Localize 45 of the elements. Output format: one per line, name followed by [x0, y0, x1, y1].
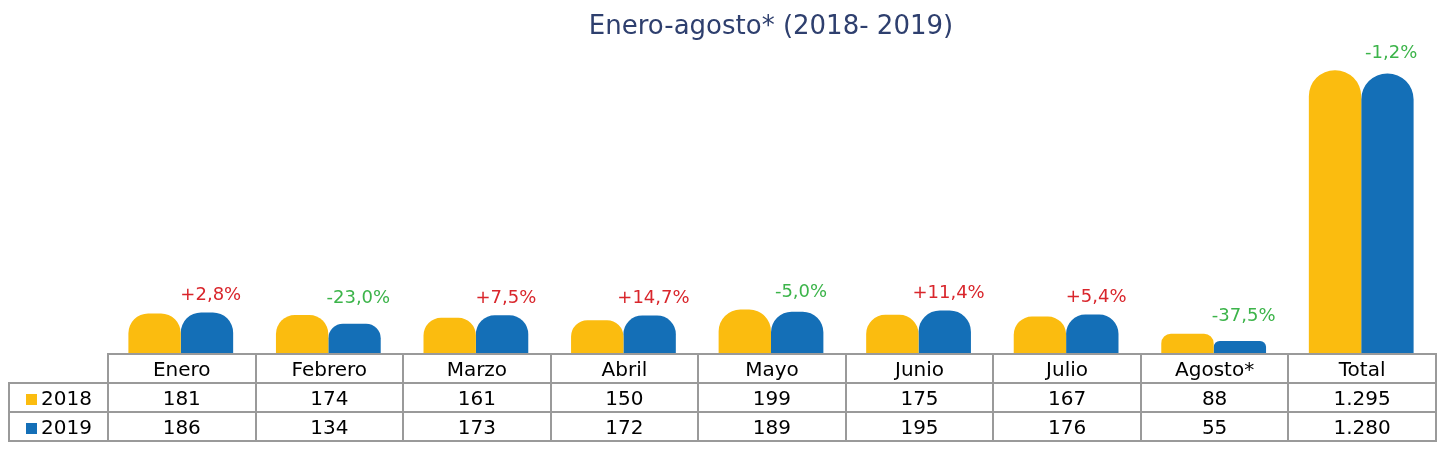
- data-label: 181: [108, 383, 256, 412]
- bar: [1213, 340, 1267, 353]
- bar: [1361, 73, 1414, 353]
- legend-label: 2018: [9, 383, 108, 412]
- x-tick-label: Agosto*: [1140, 354, 1289, 383]
- data-label: 189: [698, 412, 846, 441]
- legend-label: 2019: [9, 412, 108, 441]
- chart-title: Enero-agosto* (2018- 2019): [588, 10, 954, 41]
- data-label: 1.295: [1288, 383, 1436, 412]
- text: -1,2%: [1365, 40, 1418, 62]
- data-label: 1.280: [1288, 412, 1436, 441]
- annotation: +2,8%: [180, 283, 242, 305]
- data-label: 199: [698, 383, 846, 412]
- data-label: 55: [1140, 412, 1289, 441]
- bar: [1161, 333, 1214, 353]
- data-label: 174: [255, 383, 404, 412]
- annotation: +7,5%: [475, 285, 537, 307]
- data-label: 134: [255, 412, 404, 441]
- data-label: 175: [845, 383, 994, 412]
- annotation: -5,0%: [774, 280, 828, 302]
- data-label: 186: [108, 412, 256, 441]
- data-label: 150: [550, 383, 699, 412]
- data-label: 195: [845, 412, 994, 441]
- data-label: 167: [993, 383, 1141, 412]
- annotation: +5,4%: [1065, 285, 1127, 307]
- x-tick-label: Febrero: [255, 354, 404, 383]
- annotation: +11,4%: [912, 281, 985, 303]
- bar: [1308, 70, 1362, 353]
- bar: [571, 320, 624, 353]
- data-label: 173: [403, 412, 551, 441]
- x-tick-label: Abril: [550, 354, 699, 383]
- data-label: 161: [403, 383, 551, 412]
- data-label: 172: [550, 412, 699, 441]
- x-tick-label: Marzo: [403, 354, 551, 383]
- data-label: 176: [993, 412, 1141, 441]
- data-label: 88: [1140, 383, 1289, 412]
- annotation: +14,7%: [617, 286, 690, 308]
- x-tick-label: Junio: [845, 354, 994, 383]
- x-tick-label: Total: [1288, 354, 1436, 383]
- bar: [328, 323, 381, 353]
- x-tick-label: Enero: [108, 354, 256, 383]
- annotation: -23,0%: [326, 285, 391, 307]
- x-tick-label: Mayo: [698, 354, 846, 383]
- x-tick-label: Julio: [993, 354, 1141, 383]
- annotation: -37,5%: [1211, 304, 1276, 326]
